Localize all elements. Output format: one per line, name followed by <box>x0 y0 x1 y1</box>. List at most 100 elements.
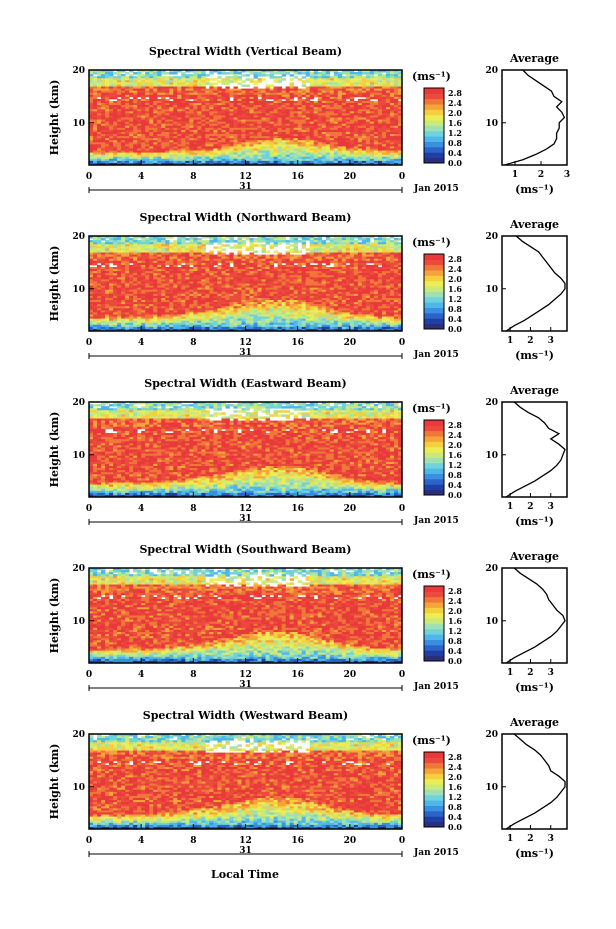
heatmap-cell <box>285 127 291 131</box>
heatmap-cell <box>349 240 355 243</box>
heatmap-cell <box>125 252 130 255</box>
heatmap-cell <box>397 262 403 266</box>
heatmap-cell <box>333 256 339 260</box>
heatmap-cell <box>245 154 250 158</box>
heatmap-cell <box>329 136 335 139</box>
heatmap-cell <box>141 260 146 264</box>
heatmap-cell <box>289 94 295 98</box>
heatmap-cell <box>297 142 303 145</box>
heatmap-cell <box>113 271 118 274</box>
heatmap-cell <box>297 266 303 270</box>
heatmap-cell <box>369 94 375 98</box>
heatmap-cell <box>349 74 355 77</box>
heatmap-cell <box>125 121 130 125</box>
heatmap-cell <box>197 136 202 139</box>
heatmap-cell <box>189 142 194 145</box>
heatmap-cell <box>377 82 383 85</box>
heatmap-cell <box>305 262 311 266</box>
heatmap-cell <box>129 266 134 270</box>
heatmap-cell <box>121 158 126 162</box>
heatmap-cell <box>209 94 214 98</box>
heatmap-cell <box>109 275 114 278</box>
heatmap-cell <box>273 123 278 127</box>
heatmap-cell <box>169 150 174 154</box>
heatmap-cell <box>253 127 258 131</box>
heatmap-cell <box>113 72 118 75</box>
heatmap-cell <box>361 264 367 268</box>
heatmap-cell <box>381 107 387 110</box>
heatmap-cell <box>245 258 250 262</box>
heatmap-cell <box>173 86 178 89</box>
heatmap-cell <box>277 105 283 108</box>
heatmap-cell <box>297 117 303 120</box>
heatmap-cell <box>185 154 190 158</box>
heatmap-cell <box>325 78 331 81</box>
heatmap-cell <box>265 121 270 125</box>
heatmap-cell <box>341 266 347 270</box>
heatmap-cell <box>113 82 118 85</box>
heatmap-cell <box>105 107 110 110</box>
heatmap-cell <box>133 90 138 94</box>
heatmap-cell <box>261 142 266 145</box>
heatmap-cell <box>149 121 154 125</box>
heatmap-cell <box>157 156 162 160</box>
heatmap-cell <box>193 109 198 112</box>
heatmap-cell <box>97 117 102 120</box>
heatmap-cell <box>221 78 226 81</box>
heatmap-cell <box>273 96 278 100</box>
heatmap-cell <box>109 113 114 116</box>
heatmap-cell <box>213 88 218 92</box>
heatmap-cell <box>169 140 174 143</box>
heatmap-cell <box>325 244 331 247</box>
heatmap-cell <box>205 90 210 94</box>
heatmap-cell <box>213 258 218 262</box>
heatmap-cell <box>153 271 158 274</box>
heatmap-cell <box>361 88 367 92</box>
heatmap-cell <box>173 160 178 164</box>
heatmap-cell <box>189 82 194 85</box>
heatmap-cell <box>373 78 379 81</box>
heatmap-cell <box>309 129 315 133</box>
heatmap-cell <box>325 238 331 241</box>
heatmap-cell <box>201 150 206 154</box>
heatmap-cell <box>93 98 98 102</box>
heatmap-cell <box>393 129 399 133</box>
heatmap-cell <box>205 105 210 108</box>
heatmap-cell <box>369 138 375 141</box>
heatmap-cell <box>109 103 114 106</box>
heatmap-cell <box>193 105 198 108</box>
heatmap-cell <box>97 100 102 104</box>
heatmap-cell <box>265 154 270 158</box>
heatmap-cell <box>181 72 186 75</box>
heatmap-cell <box>189 279 194 282</box>
heatmap-cell <box>289 78 295 81</box>
heatmap-cell <box>109 142 114 145</box>
heatmap-cell <box>197 123 202 127</box>
heatmap-cell <box>149 86 154 89</box>
heatmap-cell <box>281 100 287 104</box>
heatmap-cell <box>141 266 146 270</box>
heatmap-cell <box>133 103 138 106</box>
heatmap-cell <box>333 142 339 145</box>
heatmap-cell <box>165 236 170 239</box>
heatmap-cell <box>153 96 158 100</box>
heatmap-cell <box>377 72 383 75</box>
heatmap-cell <box>369 125 375 129</box>
heatmap-cell <box>225 105 230 108</box>
heatmap-cell <box>201 264 206 268</box>
heatmap-cell <box>369 248 375 251</box>
heatmap-cell <box>209 260 214 264</box>
heatmap-cell <box>177 158 182 162</box>
heatmap-cell <box>293 115 299 118</box>
heatmap-cell <box>189 84 194 87</box>
heatmap-cell <box>109 162 114 166</box>
heatmap-cell <box>225 154 230 158</box>
heatmap-cell <box>149 111 154 114</box>
heatmap-cell <box>137 78 142 81</box>
heatmap-cell <box>333 138 339 141</box>
profile-x-tick-label: 1 <box>512 170 518 180</box>
heatmap-cell <box>241 244 246 247</box>
heatmap-cell <box>89 277 94 280</box>
heatmap-cell <box>145 256 150 260</box>
heatmap-cell <box>301 119 307 123</box>
